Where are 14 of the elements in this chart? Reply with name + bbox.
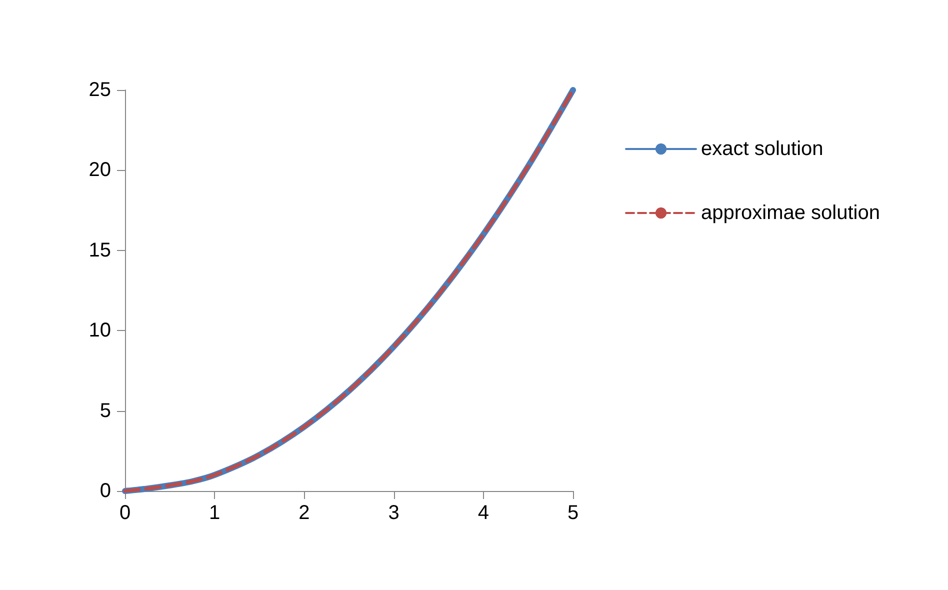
x-tick-label: 1 (209, 502, 220, 524)
y-tick-label: 15 (88, 239, 111, 262)
y-tick-label: 10 (88, 320, 111, 342)
x-tick-label: 4 (478, 502, 489, 524)
x-tick-label: 3 (388, 502, 400, 524)
y-tick-label: 5 (100, 400, 111, 422)
x-tick-label: 0 (119, 502, 131, 524)
legend-label: approximae solution (701, 202, 880, 224)
y-tick-label: 25 (88, 79, 111, 101)
x-tick-label: 2 (298, 502, 310, 524)
y-tick-label: 0 (100, 480, 111, 502)
legend-label: exact solution (701, 138, 824, 160)
y-tick-label: 20 (88, 159, 111, 182)
x-tick-label: 5 (567, 502, 579, 524)
